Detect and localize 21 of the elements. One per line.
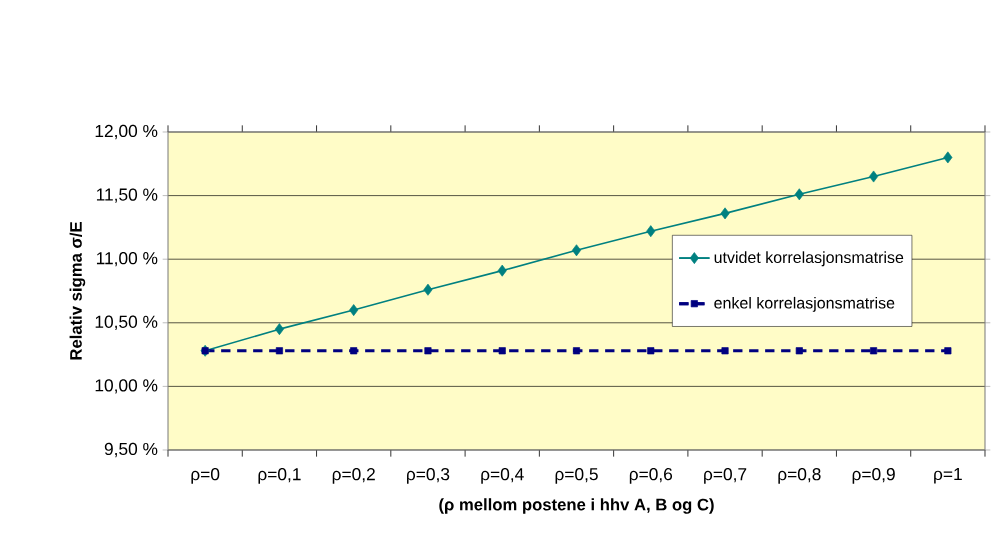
legend-label: enkel korrelasjonsmatrise bbox=[714, 296, 895, 312]
x-tick-label: ρ=0,9 bbox=[852, 468, 895, 484]
x-tick-label: ρ=0,7 bbox=[704, 468, 747, 484]
y-tick-label: 10,50 % bbox=[95, 315, 158, 330]
x-tick-label: ρ=0,2 bbox=[332, 468, 375, 484]
x-tick-label: ρ=0,3 bbox=[407, 468, 450, 484]
y-tick-label: 12,00 % bbox=[95, 124, 158, 140]
x-tick-label: ρ=1 bbox=[934, 468, 962, 484]
x-tick-label: ρ=0,5 bbox=[555, 468, 598, 484]
y-tick-label: 9,50 % bbox=[104, 442, 158, 458]
legend-label: utvidet korrelasjonsmatrise bbox=[714, 251, 904, 267]
y-axis-title: Relativ sigma σ/E bbox=[69, 222, 86, 360]
x-tick-label: ρ=0,1 bbox=[258, 468, 301, 484]
x-tick-label: ρ=0,4 bbox=[481, 468, 524, 484]
x-tick-label: ρ=0,8 bbox=[778, 468, 821, 484]
x-axis-title: (ρ mellom postene i hhv A, B og C) bbox=[439, 498, 714, 514]
x-tick-label: ρ=0 bbox=[191, 468, 220, 484]
y-tick-label: 11,00 % bbox=[96, 252, 158, 267]
y-tick-label: 11,50 % bbox=[96, 188, 158, 203]
y-tick-label: 10,00 % bbox=[95, 379, 158, 394]
x-tick-label: ρ=0,6 bbox=[629, 468, 673, 484]
